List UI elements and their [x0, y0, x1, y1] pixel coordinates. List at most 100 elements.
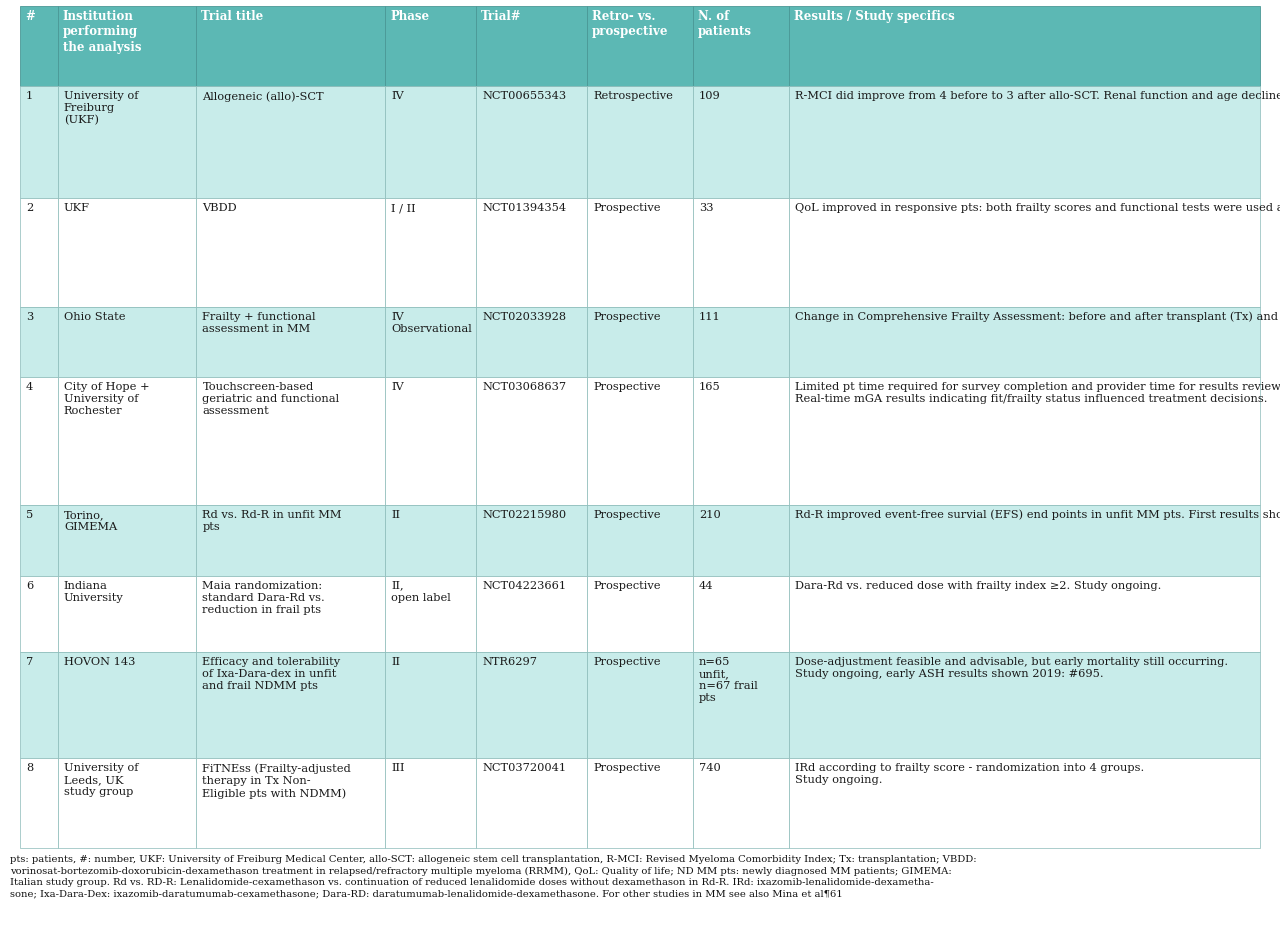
Text: Institution
performing
the analysis: Institution performing the analysis [63, 10, 141, 54]
Text: NCT04223661: NCT04223661 [483, 581, 566, 591]
Text: 210: 210 [699, 510, 721, 520]
Text: NCT02033928: NCT02033928 [483, 311, 566, 322]
Bar [197, 86, 385, 198]
Text: 7: 7 [26, 657, 33, 668]
Text: NTR6297: NTR6297 [483, 657, 538, 668]
Bar [385, 653, 476, 758]
Bar [58, 653, 197, 758]
Bar [197, 505, 385, 576]
Bar [20, 86, 58, 198]
Bar [385, 576, 476, 653]
Bar [788, 505, 1260, 576]
Text: Maia randomization:
standard Dara-Rd vs.
reduction in frail pts: Maia randomization: standard Dara-Rd vs.… [202, 581, 325, 614]
Text: University of
Leeds, UK
study group: University of Leeds, UK study group [64, 763, 138, 798]
Bar [20, 758, 58, 848]
Bar [588, 758, 692, 848]
Text: IRd according to frailty score - randomization into 4 groups.
Study ongoing.: IRd according to frailty score - randomi… [795, 763, 1144, 785]
Bar [476, 758, 588, 848]
Text: IV
Observational: IV Observational [392, 311, 472, 334]
Text: pts: patients, #: number, UKF: University of Freiburg Medical Center, allo-SCT: : pts: patients, #: number, UKF: Universit… [10, 855, 977, 899]
Bar [385, 307, 476, 378]
Bar [58, 6, 197, 86]
Bar [476, 653, 588, 758]
Text: Trial title: Trial title [201, 10, 264, 23]
Text: R-MCI did improve from 4 before to 3 after allo-SCT. Renal function and age decl: R-MCI did improve from 4 before to 3 aft… [795, 92, 1280, 101]
Text: III: III [392, 763, 404, 773]
Text: 165: 165 [699, 382, 721, 393]
Text: UKF: UKF [64, 203, 90, 213]
Text: Prospective: Prospective [593, 203, 660, 213]
Text: Change in Comprehensive Frailty Assessment: before and after transplant (Tx) and: Change in Comprehensive Frailty Assessme… [795, 311, 1280, 323]
Bar [197, 378, 385, 505]
Text: NCT03720041: NCT03720041 [483, 763, 566, 773]
Text: Torino,
GIMEMA: Torino, GIMEMA [64, 510, 118, 532]
Text: Rd-R improved event-free survial (EFS) end points in unfit MM pts. First results: Rd-R improved event-free survial (EFS) e… [795, 510, 1280, 521]
Text: VBDD: VBDD [202, 203, 237, 213]
Bar [588, 378, 692, 505]
Bar [476, 505, 588, 576]
Text: IV: IV [392, 92, 404, 101]
Bar [476, 307, 588, 378]
Bar [788, 86, 1260, 198]
Text: 33: 33 [699, 203, 713, 213]
Text: NCT02215980: NCT02215980 [483, 510, 566, 520]
Text: Prospective: Prospective [593, 657, 660, 668]
Bar [788, 576, 1260, 653]
Text: 4: 4 [26, 382, 33, 393]
Text: Limited pt time required for survey completion and provider time for results rev: Limited pt time required for survey comp… [795, 382, 1280, 405]
Text: FiTNEss (Frailty-adjusted
therapy in Tx Non-
Eligible pts with NDMM): FiTNEss (Frailty-adjusted therapy in Tx … [202, 763, 351, 798]
Text: Phase: Phase [390, 10, 430, 23]
Text: University of
Freiburg
(UKF): University of Freiburg (UKF) [64, 92, 138, 125]
Text: Trial#: Trial# [481, 10, 522, 23]
Text: 109: 109 [699, 92, 721, 101]
Bar [588, 505, 692, 576]
Text: II: II [392, 657, 401, 668]
Text: 8: 8 [26, 763, 33, 773]
Text: N. of
patients: N. of patients [698, 10, 751, 38]
Text: Dara-Rd vs. reduced dose with frailty index ≥2. Study ongoing.: Dara-Rd vs. reduced dose with frailty in… [795, 581, 1161, 591]
Text: 1: 1 [26, 92, 33, 101]
Bar [588, 86, 692, 198]
Bar [692, 576, 788, 653]
Bar [20, 198, 58, 307]
Text: Prospective: Prospective [593, 382, 660, 393]
Bar [788, 758, 1260, 848]
Text: II,
open label: II, open label [392, 581, 452, 602]
Bar [58, 307, 197, 378]
Text: Ohio State: Ohio State [64, 311, 125, 322]
Bar [20, 307, 58, 378]
Bar [385, 6, 476, 86]
Bar [692, 653, 788, 758]
Text: #: # [26, 10, 35, 23]
Bar [385, 378, 476, 505]
Text: Prospective: Prospective [593, 510, 660, 520]
Bar [385, 505, 476, 576]
Bar [197, 198, 385, 307]
Text: Rd vs. Rd-R in unfit MM
pts: Rd vs. Rd-R in unfit MM pts [202, 510, 342, 532]
Text: Indiana
University: Indiana University [64, 581, 124, 602]
Bar [58, 86, 197, 198]
Bar [692, 6, 788, 86]
Bar [197, 307, 385, 378]
Bar [385, 86, 476, 198]
Bar [692, 758, 788, 848]
Bar [588, 6, 692, 86]
Text: NCT01394354: NCT01394354 [483, 203, 566, 213]
Bar [788, 307, 1260, 378]
Text: Prospective: Prospective [593, 581, 660, 591]
Text: NCT00655343: NCT00655343 [483, 92, 566, 101]
Text: Touchscreen-based
geriatric and functional
assessment: Touchscreen-based geriatric and function… [202, 382, 339, 416]
Text: Retrospective: Retrospective [593, 92, 673, 101]
Bar [692, 307, 788, 378]
Text: Prospective: Prospective [593, 311, 660, 322]
Text: n=65
unfit,
n=67 frail
pts: n=65 unfit, n=67 frail pts [699, 657, 758, 703]
Bar [385, 198, 476, 307]
Text: Frailty + functional
assessment in MM: Frailty + functional assessment in MM [202, 311, 316, 334]
Bar [788, 198, 1260, 307]
Bar [385, 758, 476, 848]
Bar [788, 653, 1260, 758]
Text: NCT03068637: NCT03068637 [483, 382, 566, 393]
Bar [788, 6, 1260, 86]
Bar [588, 653, 692, 758]
Bar [788, 378, 1260, 505]
